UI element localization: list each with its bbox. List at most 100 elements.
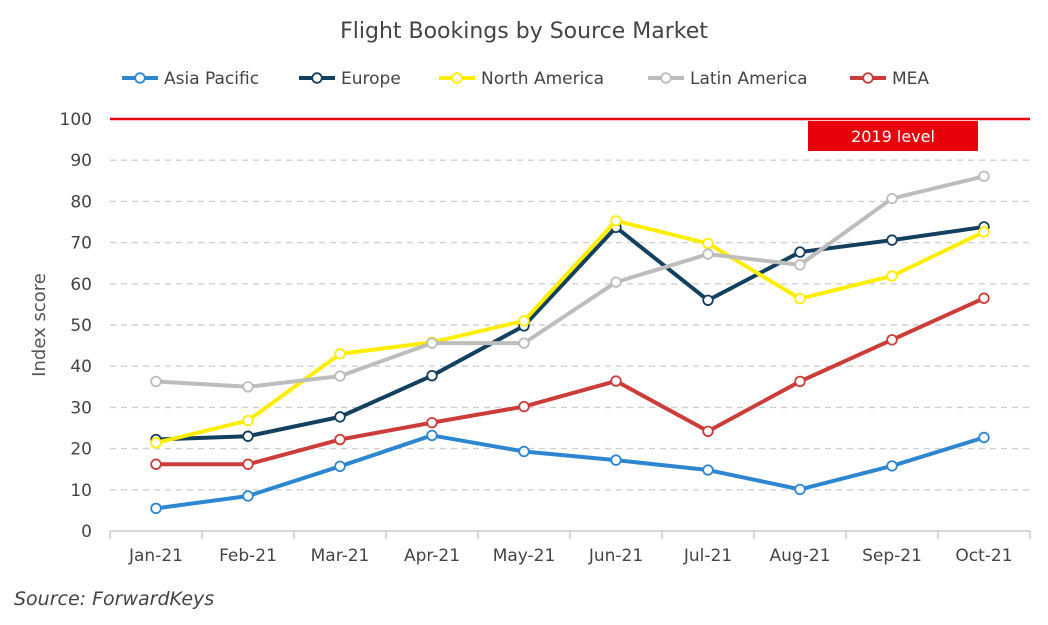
legend-label: Asia Pacific bbox=[164, 69, 259, 89]
data-point bbox=[334, 370, 346, 382]
gridlines: 0 10 20 30 40 50 60 70 80 90 100 bbox=[60, 110, 1030, 542]
legend-marker bbox=[311, 72, 323, 84]
x-tick-label: Mar-21 bbox=[311, 546, 370, 566]
data-point bbox=[426, 337, 438, 349]
legend-item: Asia Pacific bbox=[122, 69, 259, 89]
legend-marker bbox=[134, 72, 146, 84]
data-point bbox=[150, 458, 162, 470]
series-group bbox=[150, 221, 990, 446]
legend-marker bbox=[862, 72, 874, 84]
data-point bbox=[794, 246, 806, 258]
x-tick-label: Sep-21 bbox=[862, 546, 922, 566]
data-point bbox=[794, 292, 806, 305]
y-tick-label: 10 bbox=[70, 481, 92, 501]
y-tick-label: 30 bbox=[70, 398, 92, 418]
line-chart: Flight Bookings by Source Market 0 10 20 30… bbox=[29, 19, 1031, 566]
data-point bbox=[978, 292, 990, 304]
data-point bbox=[702, 425, 714, 437]
reference-label-box bbox=[808, 121, 978, 151]
legend-label: MEA bbox=[892, 69, 929, 89]
y-tick-label: 80 bbox=[70, 192, 92, 212]
legend-marker bbox=[660, 72, 672, 84]
data-point bbox=[886, 234, 898, 246]
x-tick-label: Jun-21 bbox=[588, 546, 643, 566]
reference-line-group: 2019 level bbox=[110, 117, 1030, 151]
data-point bbox=[426, 429, 438, 442]
chart-title: Flight Bookings by Source Market bbox=[340, 19, 708, 44]
x-tick-label: Apr-21 bbox=[404, 546, 460, 566]
data-point bbox=[426, 416, 438, 429]
data-point bbox=[886, 334, 898, 346]
x-tick-label: Oct-21 bbox=[955, 546, 1012, 566]
data-point bbox=[978, 170, 990, 182]
data-point bbox=[426, 369, 438, 382]
data-point bbox=[886, 460, 898, 472]
x-tick-label: Jul-21 bbox=[683, 546, 732, 566]
y-tick-label: 100 bbox=[60, 110, 92, 130]
x-tick-label: May-21 bbox=[493, 546, 556, 566]
data-point bbox=[334, 433, 346, 446]
data-point bbox=[518, 400, 530, 413]
legend-label: Europe bbox=[341, 69, 401, 89]
data-point bbox=[702, 464, 714, 476]
legend-item: North America bbox=[439, 69, 604, 89]
series-line bbox=[154, 433, 986, 511]
series-line bbox=[154, 218, 986, 445]
data-point bbox=[242, 414, 254, 427]
data-point bbox=[518, 315, 530, 327]
data-point bbox=[794, 259, 806, 271]
series-line bbox=[154, 224, 986, 442]
data-point bbox=[610, 276, 622, 288]
data-point bbox=[978, 431, 990, 444]
data-point bbox=[794, 483, 806, 496]
legend-label: Latin America bbox=[690, 69, 808, 89]
series-group bbox=[150, 429, 990, 515]
data-point bbox=[702, 237, 714, 250]
y-tick-label: 20 bbox=[70, 440, 92, 460]
data-point bbox=[886, 270, 898, 282]
y-tick-label: 40 bbox=[70, 357, 92, 377]
data-point bbox=[610, 375, 622, 387]
legend-item: Latin America bbox=[648, 69, 808, 89]
data-point bbox=[150, 375, 162, 388]
x-tick-label: Jan-21 bbox=[128, 546, 183, 566]
data-point bbox=[150, 502, 162, 515]
data-point bbox=[518, 337, 530, 349]
y-axis-label: Index score bbox=[29, 273, 50, 377]
series-lines bbox=[150, 170, 990, 515]
axes: Jan-21 Feb-21 Mar-21 Apr-21 May-21 Jun-21 Jul-… bbox=[109, 530, 1031, 566]
x-tick-label: Aug-21 bbox=[770, 546, 831, 566]
data-point bbox=[242, 490, 254, 502]
data-point bbox=[334, 348, 346, 360]
data-point bbox=[978, 226, 990, 238]
series-line bbox=[154, 296, 986, 467]
data-point bbox=[242, 381, 254, 393]
y-tick-label: 50 bbox=[70, 316, 92, 336]
data-point bbox=[242, 458, 254, 470]
series-line bbox=[154, 174, 986, 389]
data-point bbox=[518, 445, 530, 458]
data-point bbox=[242, 430, 254, 442]
legend-item: Europe bbox=[299, 69, 401, 89]
data-point bbox=[150, 437, 162, 449]
series-group bbox=[150, 215, 990, 449]
data-point bbox=[702, 294, 714, 306]
data-point bbox=[334, 411, 346, 423]
y-tick-label: 0 bbox=[81, 522, 92, 542]
data-point bbox=[702, 248, 714, 260]
legend-label: North America bbox=[481, 69, 604, 89]
legend-item: MEA bbox=[850, 69, 929, 89]
data-point bbox=[610, 454, 622, 466]
legend-marker bbox=[451, 72, 463, 84]
legend: Asia Pacific Europe North America Latin Ame… bbox=[122, 69, 929, 89]
data-point bbox=[334, 460, 346, 473]
data-point bbox=[794, 375, 806, 388]
y-tick-label: 90 bbox=[70, 151, 92, 171]
series-group bbox=[150, 170, 990, 393]
data-point bbox=[886, 192, 898, 205]
y-tick-label: 60 bbox=[70, 275, 92, 295]
source-note: Source: ForwardKeys bbox=[14, 588, 215, 610]
data-point bbox=[610, 215, 622, 227]
y-tick-label: 70 bbox=[70, 234, 92, 254]
